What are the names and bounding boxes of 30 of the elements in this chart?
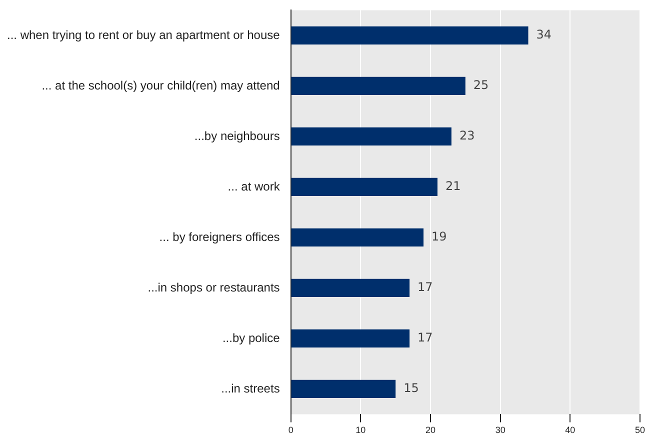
bar <box>291 127 452 146</box>
data-label: 19 <box>432 230 447 244</box>
bar <box>291 329 410 348</box>
bar <box>291 178 438 196</box>
y-tick-label: ... at work <box>228 179 281 194</box>
x-tick-label: 30 <box>495 425 506 436</box>
x-tick-label: 40 <box>565 425 576 436</box>
data-label: 17 <box>418 330 433 345</box>
x-tick-label: 50 <box>634 425 646 436</box>
y-tick-label: ...in streets <box>221 381 280 396</box>
y-tick-label: ... by foreigners offices <box>159 230 280 244</box>
bar <box>291 26 528 45</box>
y-tick-label: ...by police <box>222 330 280 345</box>
bar <box>291 228 424 247</box>
data-label: 23 <box>459 128 475 143</box>
data-label: 34 <box>536 28 552 42</box>
bar <box>291 76 466 96</box>
y-tick-label: ...in shops or restaurants <box>148 280 280 294</box>
x-tick-label: 0 <box>288 425 294 436</box>
y-tick-label: ...by neighbours <box>194 128 280 143</box>
y-tick-label: ... at the school(s) your child(ren) may attend <box>42 78 280 92</box>
data-label: 25 <box>473 78 489 92</box>
y-tick-label: ... when trying to rent or buy an apartment or house <box>6 28 280 42</box>
data-label: 15 <box>404 381 419 396</box>
bar <box>291 380 396 398</box>
data-label: 21 <box>445 179 461 194</box>
x-tick-label: 20 <box>425 425 436 436</box>
x-tick-label: 10 <box>356 425 366 436</box>
bar <box>291 278 410 298</box>
data-label: 17 <box>418 280 433 294</box>
